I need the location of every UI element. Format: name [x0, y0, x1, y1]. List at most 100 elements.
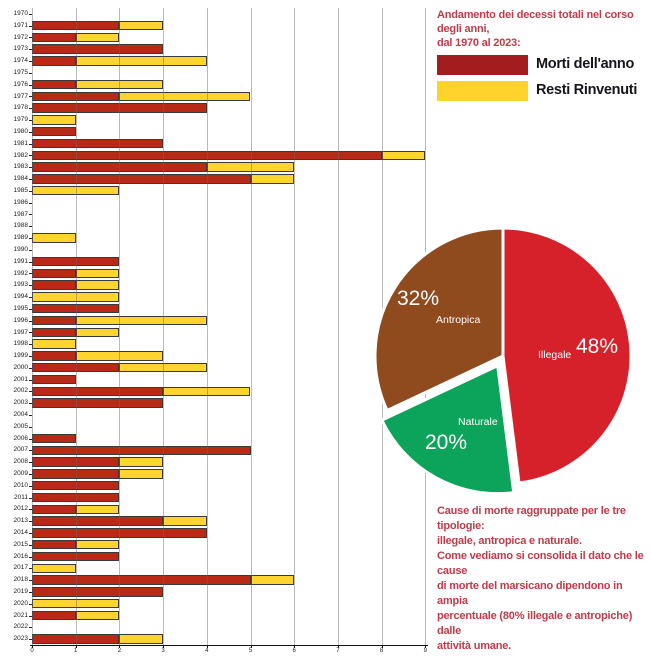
year-label: 1976 [13, 80, 28, 88]
year-tick [29, 344, 32, 346]
legend-swatch-morti [437, 55, 528, 75]
year-tick [29, 497, 32, 499]
year-tick [29, 627, 32, 629]
year-label: 2017 [13, 564, 28, 572]
bar-segment-morti [32, 327, 76, 337]
bar-segment-resti [119, 362, 207, 373]
gridline [250, 8, 252, 645]
year-label: 2019 [13, 588, 28, 596]
pie-chart [373, 226, 633, 496]
year-tick [29, 13, 32, 15]
bar-segment-morti [32, 634, 120, 644]
year-label: 1990 [13, 245, 28, 253]
year-tick [29, 580, 32, 582]
bar-segment-morti [32, 150, 382, 161]
x-axis-tick [381, 645, 383, 648]
year-label: 1979 [13, 116, 28, 124]
year-label: 1998 [13, 340, 28, 348]
bar-segment-resti [32, 186, 120, 196]
year-tick [29, 143, 32, 145]
footer-line: Come vediamo si consolida il dato che le… [437, 550, 644, 577]
pie-pct-antropica: 32% [397, 287, 440, 310]
year-tick [29, 414, 32, 416]
bar-segment-resti [75, 268, 120, 278]
pie-label-naturale: Naturale [458, 416, 498, 428]
year-tick [29, 379, 32, 381]
bar-segment-morti [32, 44, 164, 54]
year-tick [29, 249, 32, 251]
year-tick [29, 226, 32, 228]
year-label: 1977 [13, 92, 28, 100]
footer-commentary: Cause di morte raggruppate per le tre ti… [437, 504, 650, 654]
bar-segment-morti [32, 457, 120, 467]
bar-segment-morti [32, 528, 207, 538]
year-tick [29, 332, 32, 334]
year-tick [29, 84, 32, 86]
year-label: 2020 [13, 599, 28, 607]
gridline [32, 8, 33, 645]
bar-segment-morti [32, 469, 120, 479]
year-label: 2012 [13, 505, 28, 513]
x-tick-label: 3 [161, 648, 165, 654]
year-label: 1993 [13, 281, 28, 289]
year-tick [29, 355, 32, 357]
bar-segment-resti [381, 150, 426, 161]
bar-segment-resti [75, 327, 120, 337]
year-label: 1994 [13, 293, 28, 301]
year-label: 2015 [13, 540, 28, 548]
year-tick [29, 190, 32, 192]
year-tick [29, 179, 32, 181]
year-tick [29, 214, 32, 216]
year-label: 1980 [13, 127, 28, 135]
year-tick [29, 615, 32, 617]
year-label: 2004 [13, 411, 28, 419]
year-tick [29, 521, 32, 523]
bar-segment-morti [32, 480, 120, 491]
year-tick [29, 202, 32, 204]
footer-line: attività umane. [437, 640, 512, 652]
x-axis-tick [294, 645, 296, 648]
bar-segment-morti [32, 304, 120, 314]
bar-segment-morti [32, 256, 120, 267]
x-axis-tick [32, 645, 33, 648]
year-tick [29, 261, 32, 263]
year-label: 1970 [13, 10, 28, 17]
footer-line: illegale, antropica e naturale. [437, 535, 582, 547]
legend-label-resti: Resti Rinvenuti [536, 82, 638, 98]
year-label: 2021 [13, 611, 28, 619]
x-tick-label: 0 [30, 648, 34, 654]
year-tick [29, 273, 32, 275]
year-tick [29, 37, 32, 39]
bar-segment-morti [32, 374, 76, 385]
year-tick [29, 120, 32, 122]
year-label: 1996 [13, 316, 28, 324]
year-label: 1991 [13, 257, 28, 265]
gridline [163, 8, 165, 645]
footer-line: di morte del marsicano dipendono in ampi… [437, 580, 623, 607]
year-tick [29, 367, 32, 369]
bar-segment-resti [250, 575, 295, 585]
gridline [294, 8, 296, 645]
year-label: 2010 [13, 481, 28, 489]
year-tick [29, 438, 32, 440]
pie-pct-illegale: 48% [576, 335, 619, 358]
footer-line: percentuale (80% illegale e antropiche) … [437, 610, 633, 637]
x-tick-label: 7 [336, 648, 340, 654]
bar-segment-morti [32, 174, 251, 184]
bar-segment-morti [32, 504, 76, 514]
legend-swatch-resti [437, 81, 528, 101]
bar-segment-morti [32, 56, 76, 66]
bar-segment-morti [32, 575, 251, 585]
year-label: 1997 [13, 328, 28, 336]
bar-segment-morti [32, 551, 120, 562]
gridline [75, 8, 77, 645]
pie-slice-illegale [501, 226, 633, 485]
bar-segment-resti [250, 174, 295, 184]
year-label: 2000 [13, 363, 28, 371]
bar-segment-morti [32, 587, 164, 597]
year-tick [29, 96, 32, 98]
bar-segment-resti [119, 91, 251, 102]
year-tick [29, 155, 32, 157]
